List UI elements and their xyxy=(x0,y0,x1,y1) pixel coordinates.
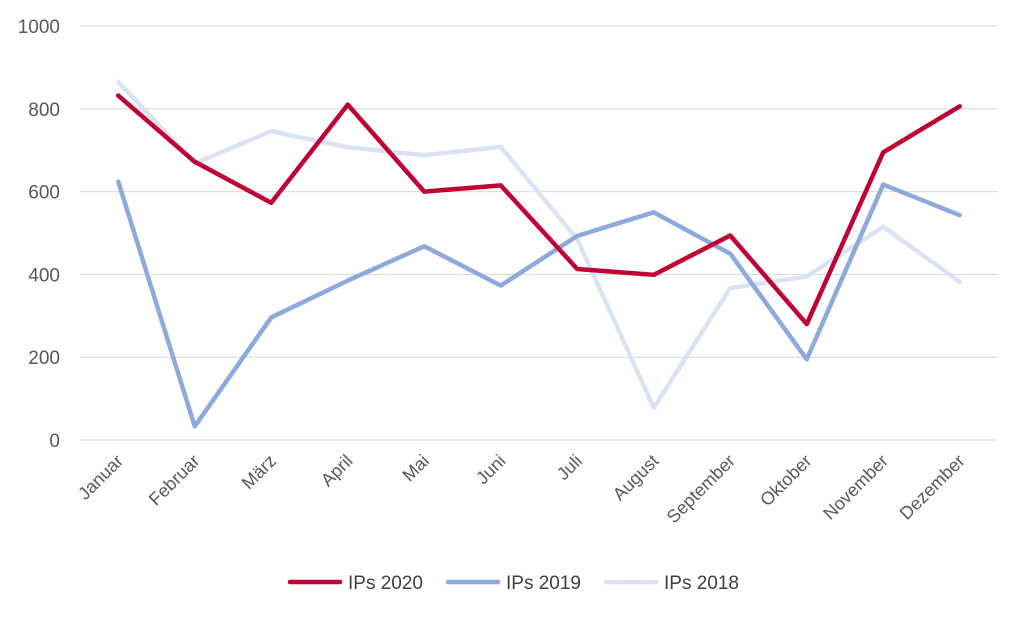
x-tick-label: Februar xyxy=(145,451,204,510)
legend-label: IPs 2019 xyxy=(506,573,581,594)
x-tick-label: Januar xyxy=(74,451,127,504)
legend-label: IPs 2018 xyxy=(664,573,739,594)
series-lines xyxy=(116,79,962,429)
x-tick-label: November xyxy=(819,451,892,524)
gridlines xyxy=(80,25,998,441)
y-tick-label: 400 xyxy=(28,265,60,286)
x-tick-label: März xyxy=(238,451,280,493)
x-tick-label: Juni xyxy=(472,451,509,488)
series-line-ips-2019 xyxy=(116,179,962,429)
y-tick-label: 1000 xyxy=(18,17,60,38)
x-tick-label: Dezember xyxy=(896,451,969,524)
x-tick-label: Mai xyxy=(398,451,433,486)
x-tick-label: Juli xyxy=(553,451,586,484)
legend-label: IPs 2020 xyxy=(348,573,423,594)
series-line-ips-2020 xyxy=(116,93,962,327)
y-tick-label: 200 xyxy=(28,348,60,369)
y-tick-label: 800 xyxy=(28,100,60,121)
y-tick-label: 600 xyxy=(28,183,60,204)
series-line-ips-2018 xyxy=(116,79,962,410)
x-tick-label: April xyxy=(317,451,357,491)
x-tick-label: August xyxy=(609,451,663,505)
x-tick-label: Oktober xyxy=(756,451,815,510)
y-axis-tick-labels: 0 200 400 600 800 1000 xyxy=(18,17,60,452)
x-tick-label: September xyxy=(663,451,739,527)
y-tick-label: 0 xyxy=(49,431,60,452)
legend: IPs 2020 IPs 2019 IPs 2018 xyxy=(287,573,739,594)
x-axis-tick-labels: Januar Februar März April Mai Juni Juli August S… xyxy=(74,451,969,527)
